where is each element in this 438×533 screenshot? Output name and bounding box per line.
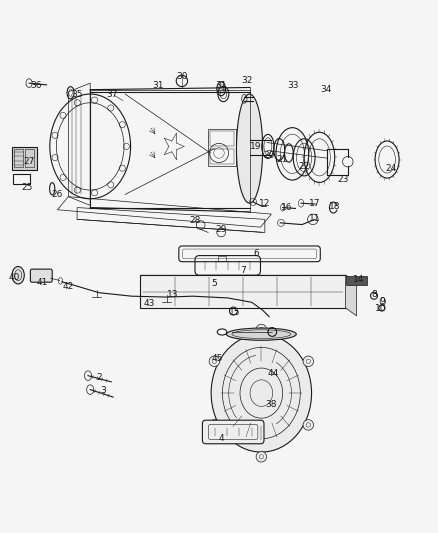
Text: 43: 43 [144,299,155,308]
Text: 12: 12 [259,199,271,208]
Text: 35: 35 [71,90,83,99]
Text: 31: 31 [215,81,227,90]
Text: 21: 21 [277,155,288,164]
Ellipse shape [211,334,311,452]
Text: 11: 11 [309,214,321,223]
Text: 10: 10 [375,304,386,313]
Text: 9: 9 [380,297,385,306]
Text: 4: 4 [219,434,224,443]
Text: 42: 42 [63,281,74,290]
Text: 30: 30 [176,72,187,81]
Text: 3: 3 [100,386,106,395]
Text: 18: 18 [329,202,340,211]
Bar [210,149,234,164]
FancyBboxPatch shape [202,420,264,444]
Circle shape [256,324,267,335]
FancyBboxPatch shape [30,269,52,282]
Text: 31: 31 [152,81,164,90]
Text: 24: 24 [386,164,397,173]
Bar [25,149,34,167]
Polygon shape [346,275,357,316]
Bar [208,129,237,166]
Circle shape [303,356,314,367]
Circle shape [209,419,219,430]
Ellipse shape [12,266,24,284]
Text: 17: 17 [309,199,321,208]
Text: 36: 36 [30,81,41,90]
Ellipse shape [226,328,296,340]
Text: 37: 37 [106,90,118,99]
Text: 27: 27 [23,157,35,166]
Ellipse shape [237,94,263,203]
Circle shape [303,419,314,430]
Text: 22: 22 [299,161,310,171]
Bar [13,174,29,184]
Text: 28: 28 [189,216,201,225]
Text: 40: 40 [8,273,19,282]
Text: 23: 23 [338,175,349,184]
Text: 32: 32 [242,76,253,85]
Polygon shape [141,275,357,283]
Text: 26: 26 [52,190,63,199]
Text: 2: 2 [96,373,102,382]
Circle shape [209,356,219,367]
Text: 19: 19 [251,142,262,151]
Bar [14,149,23,167]
Text: 38: 38 [265,400,277,408]
Bar [218,256,226,261]
Text: 33: 33 [287,81,299,90]
Text: 14: 14 [353,275,364,284]
Text: 41: 41 [36,278,48,287]
Bar [210,131,234,147]
Text: 15: 15 [229,308,240,317]
Text: 20: 20 [264,151,275,160]
Circle shape [256,451,267,462]
Text: 44: 44 [268,369,279,378]
Text: 16: 16 [281,203,293,212]
Bar [12,147,37,169]
Text: 29: 29 [215,225,227,234]
Text: 34: 34 [320,85,332,94]
Text: 13: 13 [167,290,179,300]
Text: 7: 7 [240,266,246,276]
Bar [346,276,367,285]
Text: 25: 25 [21,183,32,192]
Text: 5: 5 [212,279,218,288]
Text: 45: 45 [211,354,223,362]
Bar [141,275,346,308]
Text: 6: 6 [253,249,259,258]
Text: 8: 8 [371,290,377,300]
